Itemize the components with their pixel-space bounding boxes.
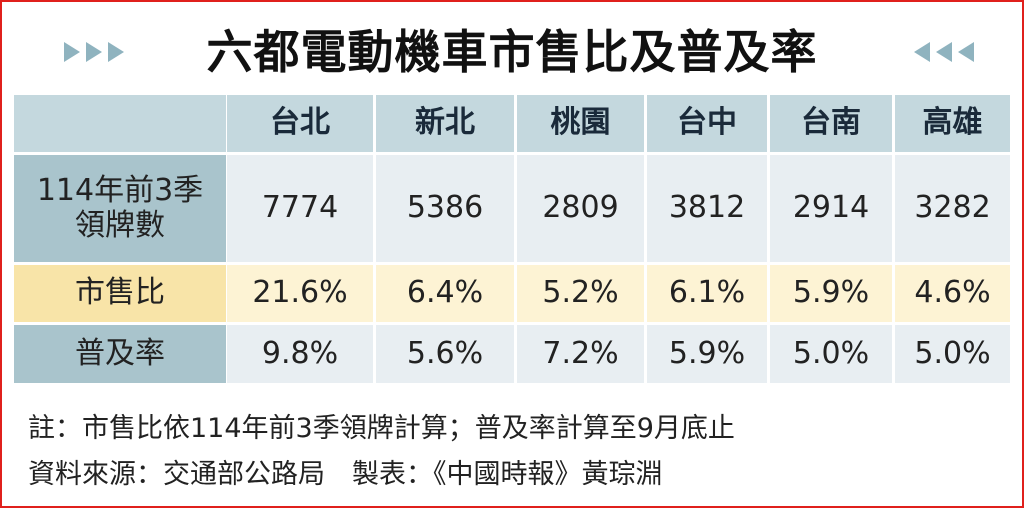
corner-cell	[14, 95, 226, 152]
table-cell: 5.9%	[647, 325, 767, 383]
cell-text: 6.4%	[406, 275, 484, 311]
cell-text: 2914	[792, 190, 870, 226]
cell-text: 5.9%	[792, 275, 870, 311]
table-cell: 5.2%	[517, 265, 644, 322]
cell-text: 5.0%	[914, 335, 991, 371]
cell-text: 3282	[914, 190, 991, 226]
table-cell: 5.0%	[770, 325, 892, 383]
row-label: 領牌數	[75, 207, 165, 243]
title: 六都電動機車市售比及普及率	[206, 25, 818, 79]
left-arrows	[64, 42, 124, 62]
table-cell: 5.6%	[376, 325, 514, 383]
cell-text: 3812	[668, 190, 746, 226]
cell-text: 7774	[261, 190, 339, 226]
column-label: 桃園	[550, 105, 611, 141]
row-header: 市售比	[14, 265, 226, 322]
cell-text: 4.6%	[914, 275, 991, 311]
table-cell: 5.9%	[770, 265, 892, 322]
column-header: 桃園	[517, 95, 644, 152]
row-label: 普及率	[75, 335, 165, 371]
note: 註：市售比依114年前3季領牌計算；普及率計算至9月底止	[28, 413, 735, 444]
cell-text: 9.8%	[261, 335, 339, 371]
column-header: 台中	[647, 95, 767, 152]
table-cell: 6.4%	[376, 265, 514, 322]
source: 資料來源：交通部公路局 製表：《中國時報》黃琮淵	[28, 459, 663, 490]
table-cell: 2809	[517, 155, 644, 262]
column-label: 台中	[677, 105, 737, 141]
column-header: 台南	[770, 95, 892, 152]
table-cell: 21.6%	[227, 265, 373, 322]
table-cell: 7.2%	[517, 325, 644, 383]
table-cell: 9.8%	[227, 325, 373, 383]
row-header: 普及率	[14, 325, 226, 383]
table-cell: 7774	[227, 155, 373, 262]
column-label: 新北	[415, 105, 475, 141]
cell-text: 6.1%	[668, 275, 746, 311]
row-label: 市售比	[75, 275, 165, 311]
table-cell: 6.1%	[647, 265, 767, 322]
cell-text: 7.2%	[542, 335, 619, 371]
cell-text: 21.6%	[252, 275, 348, 311]
cell-text: 2809	[542, 190, 619, 226]
cell-text: 5.6%	[406, 335, 484, 371]
column-label: 台南	[801, 105, 861, 141]
cell-text: 5.0%	[792, 335, 870, 371]
right-arrows	[914, 42, 974, 62]
cell-text: 5.9%	[668, 335, 746, 371]
table-cell: 5.0%	[895, 325, 1010, 383]
table-cell: 3812	[647, 155, 767, 262]
table-cell: 5386	[376, 155, 514, 262]
column-label: 台北	[270, 105, 330, 141]
column-header: 新北	[376, 95, 514, 152]
table-cell: 4.6%	[895, 265, 1010, 322]
cell-text: 5.2%	[542, 275, 619, 311]
column-label: 高雄	[922, 105, 983, 141]
column-header: 高雄	[895, 95, 1010, 152]
table-cell: 2914	[770, 155, 892, 262]
table-cell: 3282	[895, 155, 1010, 262]
column-header: 台北	[227, 95, 373, 152]
cell-text: 5386	[406, 190, 484, 226]
row-label: 114年前3季	[36, 173, 204, 208]
row-header: 114年前3季 領牌數	[14, 155, 226, 262]
